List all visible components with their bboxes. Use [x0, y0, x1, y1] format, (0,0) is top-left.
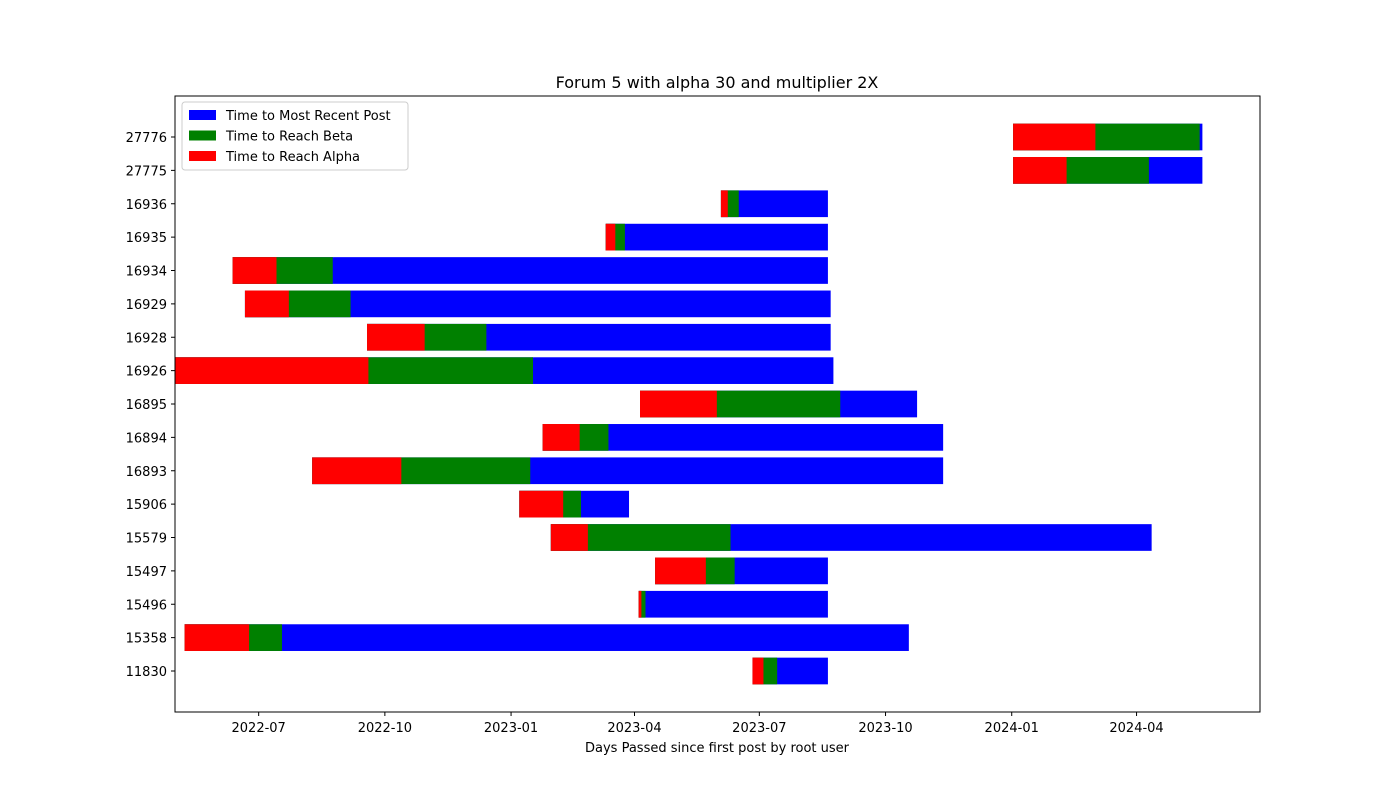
legend-label: Time to Reach Beta: [225, 130, 353, 145]
y-tick-label: 27775: [126, 164, 167, 179]
legend-label: Time to Reach Alpha: [225, 150, 360, 165]
x-tick-label: 2023-07: [732, 721, 786, 736]
bar-alpha-16934: [232, 257, 277, 284]
x-axis-label: Days Passed since first post by root use…: [585, 741, 850, 756]
bar-alpha-15579: [550, 524, 588, 551]
y-tick-label: 16926: [126, 365, 167, 380]
bar-alpha-16926: [175, 357, 369, 384]
bar-recent-15358: [184, 624, 909, 651]
bar-alpha-15497: [655, 557, 706, 585]
y-tick-label: 27776: [126, 131, 167, 146]
bar-beta-15496: [638, 590, 646, 618]
legend-swatch: [189, 110, 216, 120]
y-tick-label: 16935: [126, 231, 167, 246]
x-tick-label: 2022-10: [358, 721, 412, 736]
y-tick-label: 15496: [126, 598, 167, 613]
bar-recent-15496: [638, 590, 828, 618]
bar-alpha-27775: [1013, 157, 1067, 184]
y-tick-label: 15906: [126, 498, 167, 513]
bar-alpha-27776: [1013, 123, 1096, 151]
x-tick-label: 2024-04: [1109, 721, 1163, 736]
x-tick-label: 2023-01: [484, 721, 538, 736]
legend: Time to Most Recent Post Time to Reach Be…: [181, 101, 409, 171]
bar-alpha-16928: [367, 323, 425, 351]
chart-title: Forum 5 with alpha 30 and multiplier 2X: [556, 73, 879, 92]
x-tick-label: 2023-10: [858, 721, 912, 736]
bar-alpha-16893: [312, 457, 402, 485]
bar-alpha-16929: [244, 290, 289, 318]
bar-alpha-16895: [640, 390, 717, 418]
y-tick-label: 16895: [126, 398, 167, 413]
x-tick-label: 2023-04: [607, 721, 661, 736]
y-tick-label: 11830: [126, 665, 167, 680]
legend-label: Time to Most Recent Post: [225, 109, 391, 124]
bar-recent-16894: [542, 424, 944, 451]
y-tick-label: 16929: [126, 298, 167, 313]
bar-alpha-15906: [519, 490, 564, 518]
y-tick-label: 15358: [126, 632, 167, 647]
y-tick-label: 16893: [126, 465, 167, 480]
bar-alpha-15496: [638, 590, 642, 618]
bar-alpha-16935: [605, 223, 616, 251]
y-axis: 11830 15358 15496 15497 15579 15906 16893 16894…: [126, 131, 175, 680]
x-axis: 2022-07 2022-10 2023-01 2023-04 2023-07 2023-…: [232, 712, 1164, 736]
bars-layer: [175, 123, 1203, 685]
legend-swatch: [189, 130, 216, 141]
x-tick-label: 2024-01: [985, 721, 1039, 736]
bar-alpha-11830: [752, 657, 764, 685]
bar-alpha-16936: [720, 190, 728, 218]
bar-recent-16935: [605, 223, 828, 251]
y-tick-label: 16894: [126, 431, 167, 446]
y-tick-label: 15579: [126, 532, 167, 547]
legend-swatch: [189, 151, 216, 161]
y-tick-label: 16936: [126, 198, 167, 213]
x-tick-label: 2022-07: [232, 721, 286, 736]
legend-box: [181, 101, 409, 171]
bar-alpha-15358: [184, 624, 250, 651]
y-tick-label: 16928: [126, 331, 167, 346]
bar-alpha-16894: [542, 424, 580, 451]
y-tick-label: 16934: [126, 265, 167, 280]
y-tick-label: 15497: [126, 565, 167, 580]
